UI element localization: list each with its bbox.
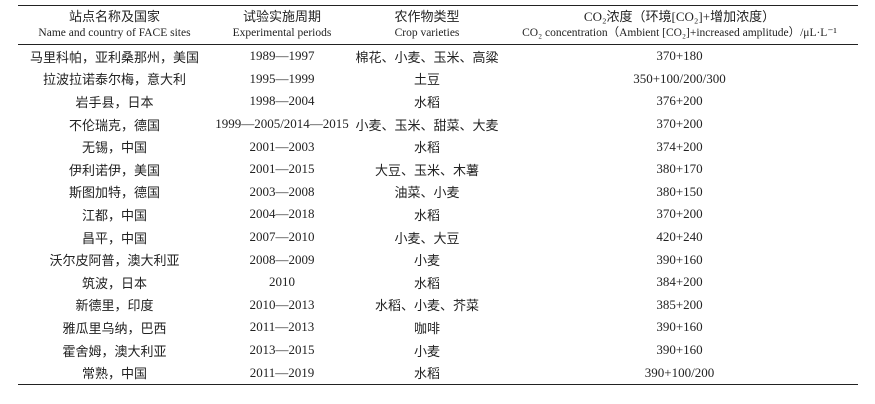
header-cell: 农作物类型 Crop varieties — [353, 6, 501, 45]
table-cell: 无锡，中国 — [81, 140, 147, 156]
table-cell: 水稻 — [413, 140, 440, 156]
table-cell: 1999—2005/2014—2015 — [215, 116, 349, 132]
table-cell: 1995—1999 — [249, 70, 315, 86]
table-cell: 2004—2018 — [249, 206, 315, 222]
table-cell: 小麦、大豆 — [394, 230, 460, 246]
table-cell: 水稻、小麦、芥菜 — [374, 298, 479, 314]
table-row: 拉波拉诺泰尔梅，意大利 1995—1999 土豆 350+100/200/300 — [18, 68, 858, 91]
table-row: 常熟，中国 2011—2019 水稻 390+100/200 — [18, 361, 858, 384]
table-cell: 水稻 — [413, 207, 440, 223]
table-cell: 376+200 — [656, 93, 703, 109]
table-cell: 2010 — [269, 274, 295, 290]
table-cell: 斯图加特，德国 — [68, 185, 160, 201]
table-cell: 1998—2004 — [249, 93, 315, 109]
table-cell: 咖啡 — [413, 320, 440, 336]
header-en: CO₂ concentration（Ambient [CO₂]+increase… — [522, 27, 837, 39]
table-cell: 350+100/200/300 — [633, 70, 726, 86]
table-cell: 新德里，印度 — [75, 298, 154, 314]
table-cell: 小麦 — [413, 253, 440, 269]
table-cell: 岩手县，日本 — [75, 94, 154, 110]
table-row: 雅瓜里乌纳，巴西 2011—2013 咖啡 390+160 — [18, 316, 858, 339]
header-zh: 农作物类型 — [394, 9, 460, 24]
header-en: Experimental periods — [232, 27, 332, 39]
table-row: 新德里，印度 2010—2013 水稻、小麦、芥菜 385+200 — [18, 294, 858, 317]
face-table: 站点名称及国家 Name and country of FACE sites 试验实… — [18, 5, 858, 385]
table-cell: 2011—2013 — [249, 319, 315, 335]
table-cell: 水稻 — [413, 366, 440, 382]
table-cell: 390+160 — [656, 251, 703, 267]
table-body: 马里科帕，亚利桑那州，美国 1989—1997 棉花、小麦、玉米、高粱 370+180… — [18, 45, 858, 385]
table-cell: 380+170 — [656, 161, 703, 177]
table-cell: 不伦瑞克，德国 — [68, 117, 160, 133]
header-row: 站点名称及国家 Name and country of FACE sites 试验实… — [18, 5, 858, 45]
table-cell: 390+160 — [656, 319, 703, 335]
table-row: 江都，中国 2004—2018 水稻 370+200 — [18, 203, 858, 226]
table-cell: 马里科帕，亚利桑那州，美国 — [29, 49, 199, 65]
table-cell: 2003—2008 — [249, 183, 315, 199]
header-cell: 试验实施周期 Experimental periods — [211, 6, 353, 45]
table-cell: 1989—1997 — [249, 48, 315, 64]
table-row: 无锡，中国 2001—2003 水稻 374+200 — [18, 135, 858, 158]
table-row: 马里科帕，亚利桑那州，美国 1989—1997 棉花、小麦、玉米、高粱 370+180 — [18, 45, 858, 68]
table-cell: 384+200 — [656, 274, 703, 290]
table-cell: 拉波拉诺泰尔梅，意大利 — [42, 72, 186, 88]
table-cell: 土豆 — [413, 72, 440, 88]
table-cell: 常熟，中国 — [81, 366, 147, 382]
table-cell: 2001—2015 — [249, 161, 315, 177]
table-cell: 棉花、小麦、玉米、高粱 — [355, 49, 499, 65]
table-cell: 370+180 — [656, 48, 703, 64]
table-cell: 大豆、玉米、木薯 — [374, 162, 479, 178]
header-zh: 站点名称及国家 — [68, 9, 160, 24]
table-cell: 小麦、玉米、甜菜、大麦 — [355, 117, 499, 133]
table-cell: 2008—2009 — [249, 251, 315, 267]
table-cell: 374+200 — [656, 138, 703, 154]
table-cell: 霍舍姆，澳大利亚 — [62, 343, 167, 359]
table-cell: 385+200 — [656, 296, 703, 312]
table-cell: 昌平，中国 — [81, 230, 147, 246]
table-cell: 小麦 — [413, 343, 440, 359]
table-row: 沃尔皮阿普，澳大利亚 2008—2009 小麦 390+160 — [18, 248, 858, 271]
table-cell: 390+100/200 — [644, 364, 715, 380]
header-zh: 试验实施周期 — [242, 9, 321, 24]
table-cell: 筑波，日本 — [81, 275, 147, 291]
header-cell: 站点名称及国家 Name and country of FACE sites — [18, 6, 211, 45]
table-cell: 420+240 — [656, 229, 703, 245]
header-zh: CO₂浓度（环境[CO₂]+增加浓度） — [583, 9, 776, 24]
table-row: 筑波，日本 2010 水稻 384+200 — [18, 271, 858, 294]
table-cell: 伊利诺伊，美国 — [68, 162, 160, 178]
table-cell: 2001—2003 — [249, 138, 315, 154]
table-row: 霍舍姆，澳大利亚 2013—2015 小麦 390+160 — [18, 339, 858, 362]
table-cell: 370+200 — [656, 116, 703, 132]
table-cell: 沃尔皮阿普，澳大利亚 — [49, 253, 180, 269]
table-row: 斯图加特，德国 2003—2008 油菜、小麦 380+150 — [18, 181, 858, 204]
table-cell: 江都，中国 — [81, 207, 147, 223]
table-cell: 2013—2015 — [249, 342, 315, 358]
header-cell: CO₂浓度（环境[CO₂]+增加浓度） CO₂ concentration（Amb… — [501, 6, 858, 45]
table-cell: 380+150 — [656, 183, 703, 199]
table-cell: 390+160 — [656, 342, 703, 358]
table-row: 岩手县，日本 1998—2004 水稻 376+200 — [18, 90, 858, 113]
table-row: 伊利诺伊，美国 2001—2015 大豆、玉米、木薯 380+170 — [18, 158, 858, 181]
table-row: 昌平，中国 2007—2010 小麦、大豆 420+240 — [18, 226, 858, 249]
table-cell: 油菜、小麦 — [394, 185, 460, 201]
table-cell: 雅瓜里乌纳，巴西 — [62, 320, 167, 336]
header-en: Crop varieties — [394, 27, 460, 39]
table-header: 站点名称及国家 Name and country of FACE sites 试验实… — [18, 5, 858, 45]
table-row: 不伦瑞克，德国 1999—2005/2014—2015 小麦、玉米、甜菜、大麦 370… — [18, 113, 858, 136]
table-cell: 2011—2019 — [249, 364, 315, 380]
header-en: Name and country of FACE sites — [38, 27, 191, 39]
table-cell: 水稻 — [413, 275, 440, 291]
table-cell: 水稻 — [413, 94, 440, 110]
table-cell: 2010—2013 — [249, 296, 315, 312]
table-cell: 370+200 — [656, 206, 703, 222]
table-cell: 2007—2010 — [249, 229, 315, 245]
